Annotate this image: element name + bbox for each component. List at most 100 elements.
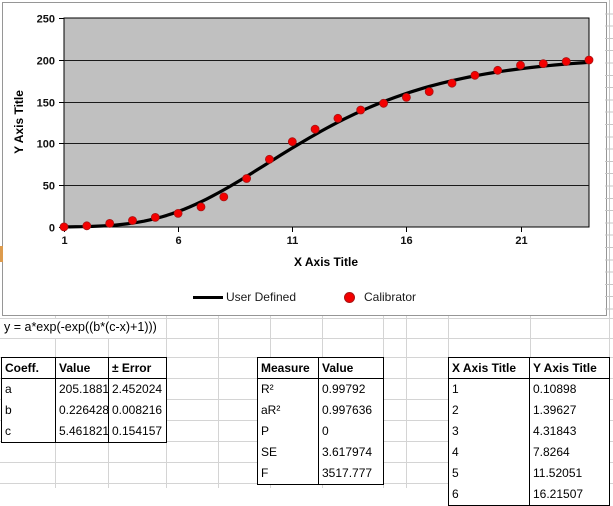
calibrator-point (196, 202, 206, 212)
table-cell[interactable]: 4 (449, 442, 530, 463)
table-cell[interactable]: 4.31843 (533, 424, 577, 438)
column-header[interactable]: X Axis Title (449, 358, 530, 379)
x-tick-label: 16 (400, 235, 412, 247)
calibrator-point (333, 113, 343, 123)
table-cell[interactable]: 2 (449, 400, 530, 421)
table-cell[interactable]: 7.8264 (533, 445, 570, 459)
calibrator-point (379, 98, 389, 108)
calibrator-point (516, 60, 525, 70)
calibrator-point (447, 78, 457, 88)
table-cell[interactable]: c (2, 421, 56, 442)
table-header-row: Coeff. Value ± Error (2, 358, 166, 379)
calibrator-point (356, 105, 366, 115)
x-tick-label: 6 (175, 235, 181, 247)
table-cell[interactable]: 0.154157 (112, 424, 163, 438)
legend-label-calibrator: Calibrator (364, 290, 417, 304)
measures-table: Measure Value R² 0.99792 aR² 0.997636 P 0 SE 3.61… (257, 357, 384, 485)
table-cell[interactable]: aR² (258, 400, 319, 421)
calibrator-point (173, 208, 183, 218)
legend-line-sample (192, 295, 223, 299)
table-cell[interactable]: 205.1881 (56, 379, 109, 400)
table-row: 2 1.39627 (449, 400, 609, 421)
table-cell[interactable]: 3.617974 (322, 445, 373, 459)
column-header[interactable]: Measure (258, 358, 319, 379)
table-cell[interactable]: 11.52051 (533, 466, 583, 480)
table-row: 1 0.10898 (449, 379, 609, 400)
legend-dot-sample (344, 291, 355, 303)
y-axis-title: Y Axis Title (12, 90, 26, 154)
table-header-row: X Axis Title Y Axis Title (449, 358, 609, 379)
table-cell[interactable]: F (258, 463, 319, 484)
calibrator-point (150, 212, 160, 222)
column-header[interactable]: ± Error (109, 358, 166, 379)
table-cell[interactable]: SE (258, 442, 319, 463)
table-cell[interactable]: 16.21507 (533, 487, 584, 501)
table-row: 6 16.21507 (449, 484, 609, 505)
x-tick-label: 21 (515, 235, 527, 247)
chart-object[interactable]: 0 50 100 150 200 250 1 6 11 16 21 Y Axis Title X A… (2, 2, 607, 316)
table-row: F 3517.777 (258, 463, 383, 484)
calibrator-point (401, 93, 411, 102)
column-header[interactable]: Value (319, 358, 383, 379)
table-cell[interactable]: 0.226428 (56, 400, 109, 421)
formula-cell[interactable]: y = a*exp(-exp((b*(c-x)+1))) (2, 319, 166, 338)
x-axis-title: X Axis Title (294, 255, 358, 269)
data-table: X Axis Title Y Axis Title 1 0.10898 2 1.39627… (448, 357, 610, 506)
table-cell[interactable]: R² (258, 379, 319, 400)
calibrator-point (105, 218, 115, 228)
calibrator-point (470, 70, 480, 80)
calibrator-point (287, 137, 297, 147)
table-row: R² 0.99792 (258, 379, 383, 400)
table-row: aR² 0.997636 (258, 400, 383, 421)
x-tick-label: 1 (61, 235, 67, 247)
table-cell[interactable]: 0.008216 (112, 403, 163, 417)
calibrator-point (493, 65, 503, 75)
legend-label-user-defined: User Defined (225, 290, 296, 304)
plot-area (63, 17, 590, 228)
calibrator-point (82, 221, 92, 231)
table-cell[interactable]: 3 (449, 421, 530, 442)
table-cell[interactable]: 2.452024 (112, 382, 163, 396)
table-cell[interactable]: 5.461821 (56, 421, 109, 442)
table-cell[interactable]: 0 (322, 424, 329, 438)
calibrator-point (424, 87, 434, 96)
y-tick-label: 100 (37, 139, 55, 151)
table-cell[interactable]: 1.39627 (533, 403, 577, 417)
column-header[interactable]: Value (56, 358, 109, 379)
table-cell[interactable]: a (2, 379, 56, 400)
column-header[interactable]: Coeff. (2, 358, 56, 379)
table-cell[interactable]: b (2, 400, 56, 421)
calibrator-point (59, 222, 69, 232)
row-marker (0, 246, 3, 262)
y-tick-label: 200 (37, 56, 55, 68)
table-cell[interactable]: 6 (449, 484, 530, 505)
table-cell[interactable]: 1 (449, 379, 530, 400)
y-tick-label: 50 (43, 181, 55, 193)
column-header[interactable]: Y Axis Title (530, 358, 609, 379)
calibrator-point (242, 174, 252, 183)
table-header-row: Measure Value (258, 358, 383, 379)
y-tick-label: 0 (49, 223, 55, 235)
calibrator-point (538, 59, 548, 68)
table-cell[interactable]: 0.99792 (322, 382, 366, 396)
table-row: 5 11.52051 (449, 463, 609, 484)
chart-legend: User Defined Calibrator (3, 290, 606, 304)
table-cell[interactable]: 0.10898 (533, 382, 577, 396)
row-gridlines (605, 2, 613, 315)
table-cell[interactable]: P (258, 421, 319, 442)
table-row: b 0.226428 0.008216 (2, 400, 166, 421)
table-cell[interactable]: 0.997636 (322, 403, 373, 417)
calibrator-point (561, 57, 571, 66)
calibrator-point (310, 124, 320, 134)
calibrator-point (219, 192, 229, 202)
x-tick-label: 11 (287, 235, 299, 247)
calibrator-point (128, 216, 137, 225)
calibrator-point (584, 55, 594, 65)
table-cell[interactable]: 5 (449, 463, 530, 484)
table-row: c 5.461821 0.154157 (2, 421, 166, 442)
y-tick-label: 150 (37, 98, 55, 110)
table-cell[interactable]: 3517.777 (322, 466, 373, 480)
